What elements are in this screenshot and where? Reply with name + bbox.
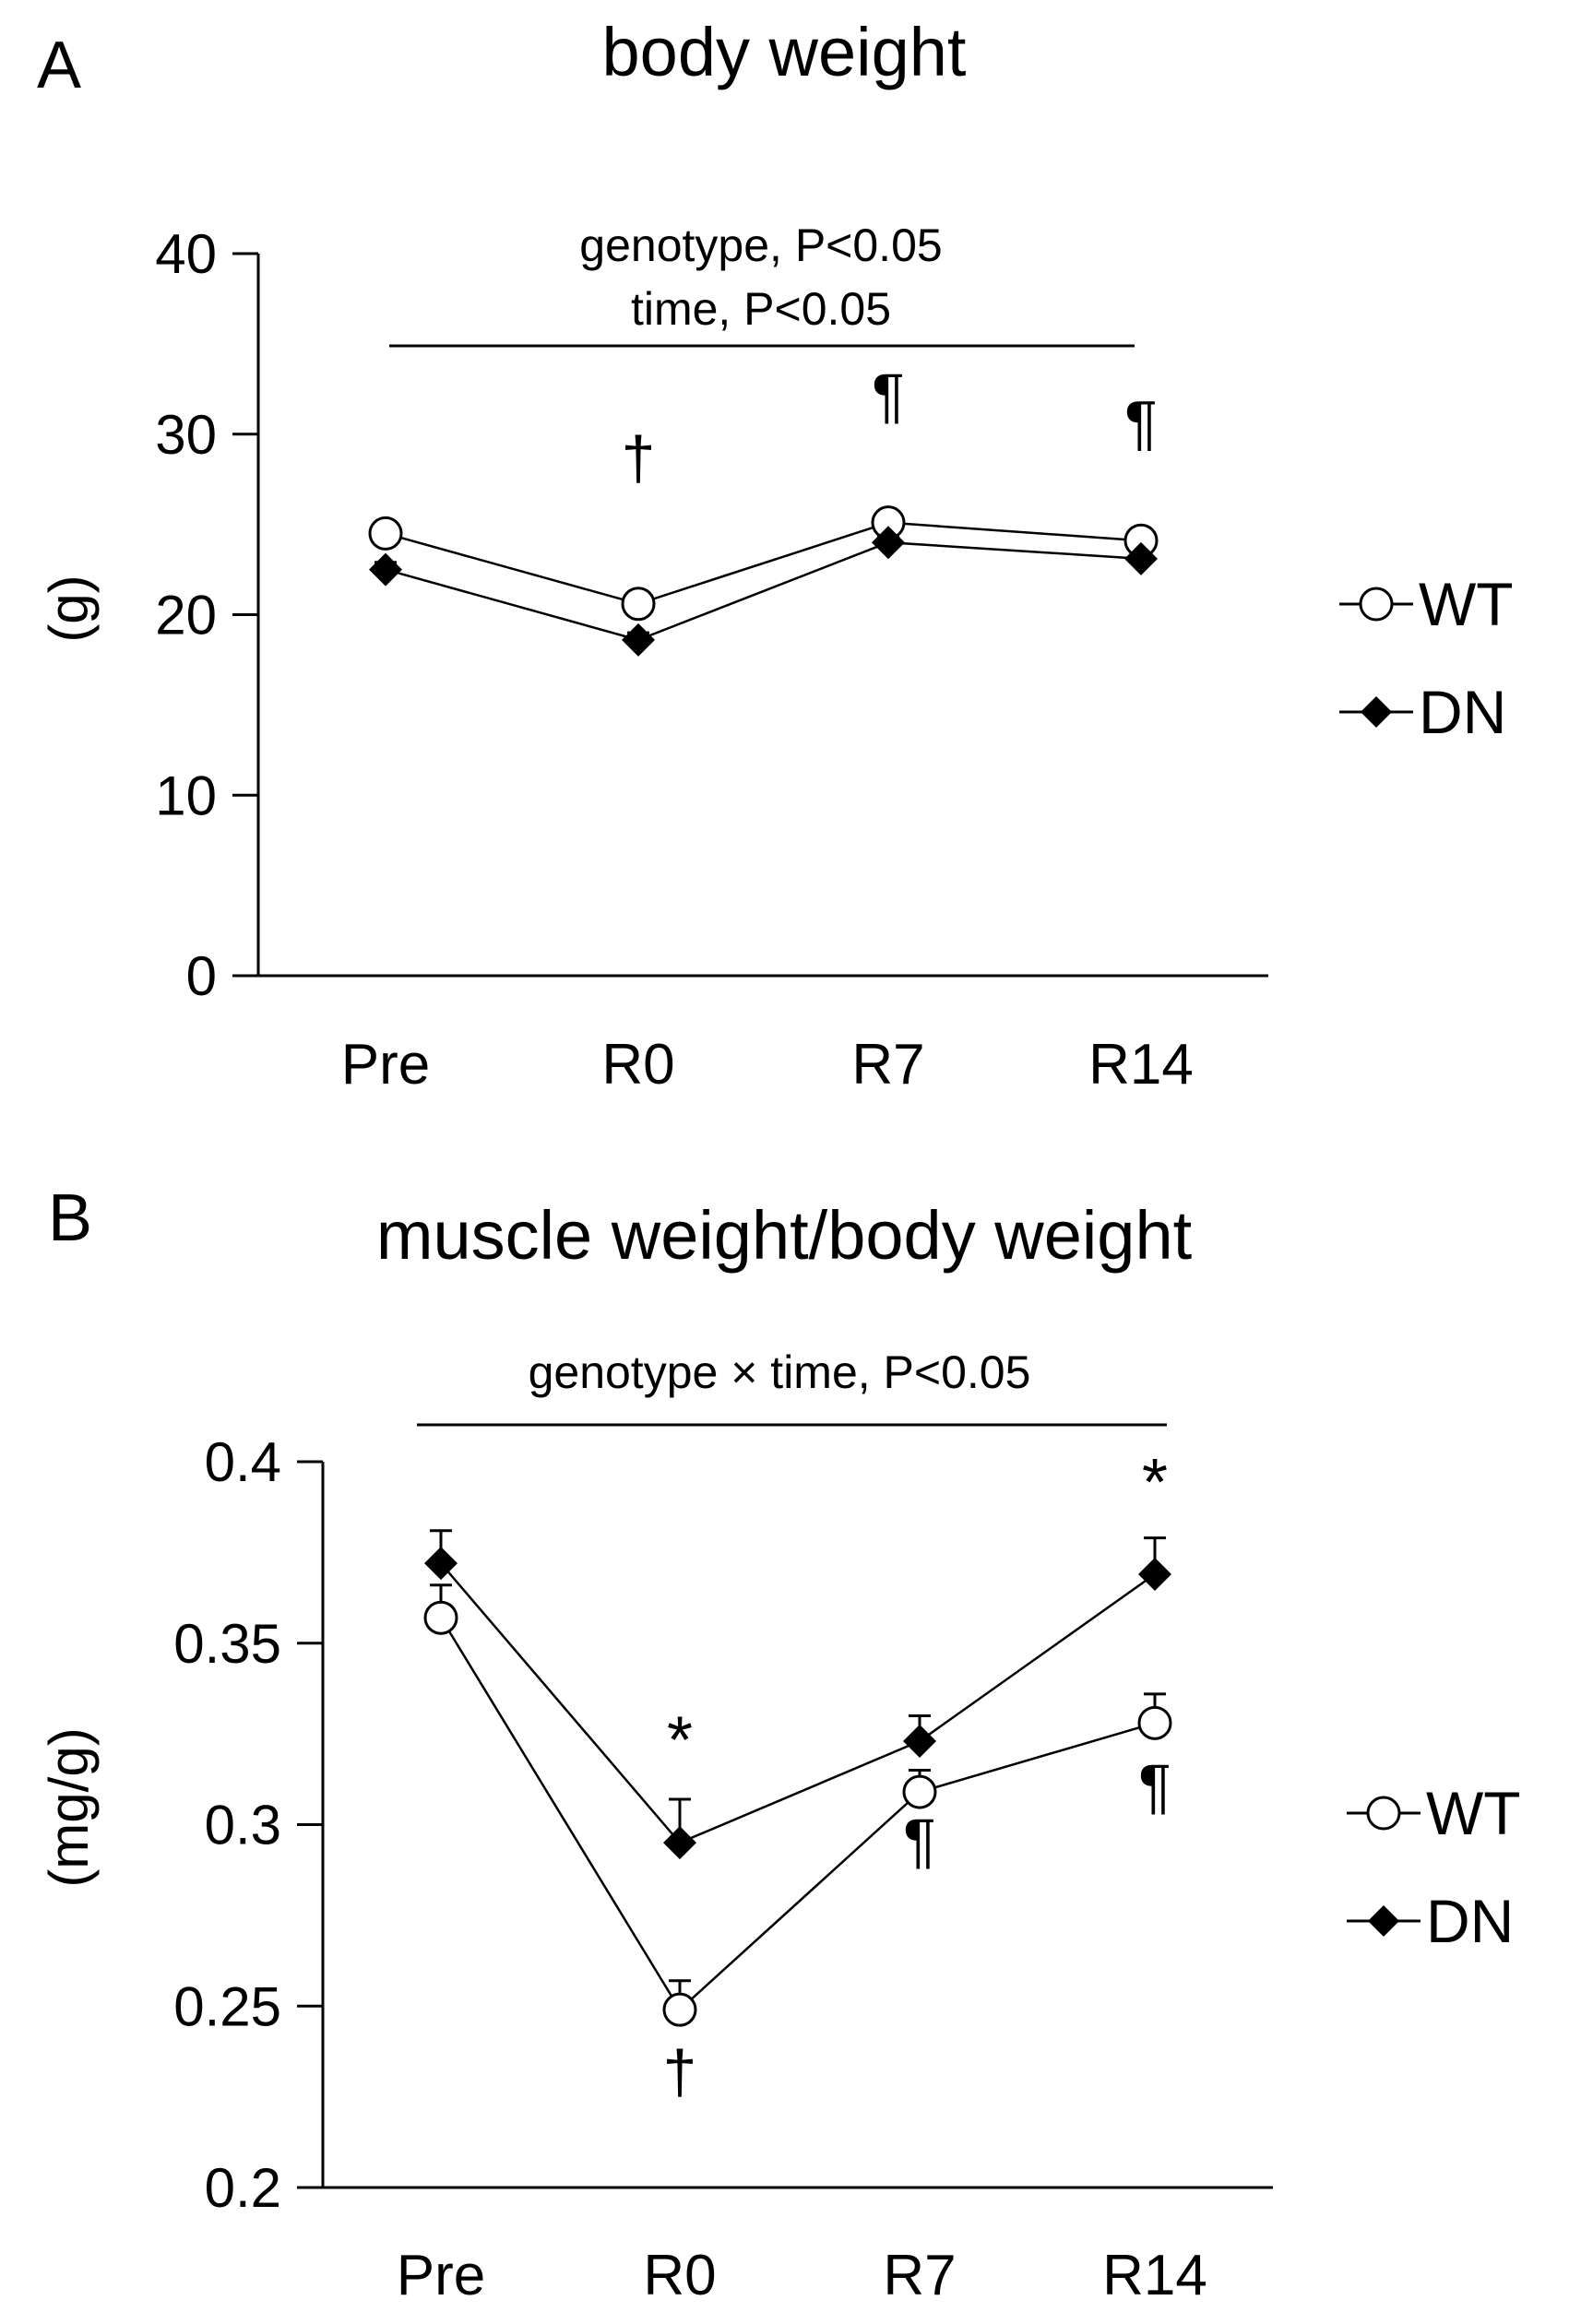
- panel-b-annotation: †: [663, 2038, 697, 2106]
- panel-a-letter: A: [37, 29, 81, 102]
- panel-a-wt-point: [621, 587, 656, 622]
- panel-b-title: muscle weight/body weight: [376, 1197, 1193, 1274]
- panel-a-title: body weight: [602, 14, 967, 90]
- panel-a-dn-point: [622, 622, 655, 657]
- panel-b-annotation: *: [667, 1704, 693, 1778]
- panel-b-annotation: *: [1142, 1446, 1168, 1520]
- panel-b-x-tick-label: R0: [643, 2244, 716, 2307]
- legend-wt-label: WT: [1419, 570, 1514, 638]
- panel-a-dn-point: [369, 552, 402, 587]
- panel-b-wt-point: [423, 1600, 458, 1635]
- panel-b-y-axis-label: (mg/g): [38, 1727, 100, 1887]
- panel-b-wt-point: [662, 1992, 697, 2027]
- panel-a-y-tick-label: 0: [186, 945, 217, 1007]
- legend-dn-marker: [1361, 696, 1392, 728]
- panel-a-wt-point: [368, 516, 403, 551]
- legend-dn-marker: [1368, 1905, 1399, 1937]
- panel-b-wt-series-line: [439, 1617, 1156, 2012]
- panel-b-wt-point: [1137, 1705, 1172, 1740]
- panel-b-y-tick-label: 0.4: [205, 1431, 281, 1493]
- panel-b-wt-point: [902, 1774, 937, 1809]
- panel-a-annotation: ¶: [1124, 388, 1157, 456]
- panel-a-dn-point: [872, 526, 905, 560]
- panel-a-x-tick-label: Pre: [341, 1033, 430, 1097]
- panel-b-y-tick-label: 0.2: [205, 2157, 281, 2219]
- panel-a-y-axis-label: (g): [38, 575, 100, 642]
- panel-a-plot: 0 10 20 30 40 Pre R0 R7 R14 † ¶ ¶: [155, 223, 1268, 1097]
- panel-a-legend: WT DN: [1339, 570, 1514, 746]
- panel-a-y-tick-label: 30: [155, 404, 217, 466]
- panel-b-legend: WT DN: [1347, 1779, 1521, 1955]
- panel-a-x-tick-label: R0: [601, 1033, 674, 1097]
- panel-a-wt-series-line: [385, 521, 1142, 606]
- panel-b-dn-series-line: [440, 1562, 1156, 1844]
- panel-a-annotation: ¶: [872, 361, 904, 429]
- panel-a-y-tick-label: 20: [155, 585, 217, 646]
- panel-a-dn-series-line: [385, 540, 1142, 642]
- panel-b-annotation: ¶: [903, 1806, 935, 1874]
- panel-b-y-tick-label: 0.35: [173, 1613, 281, 1675]
- panel-a-dn-point: [1124, 541, 1158, 575]
- panel-b-x-tick-label: R14: [1102, 2244, 1207, 2307]
- panel-a-x-tick-label: R7: [851, 1033, 924, 1097]
- panel-b-letter: B: [48, 1181, 92, 1255]
- panel-a-stat-1: genotype, P<0.05: [579, 219, 942, 271]
- panel-b-x-tick-label: Pre: [397, 2244, 485, 2307]
- legend-wt-marker: [1359, 587, 1394, 622]
- panel-b-dn-point: [424, 1547, 458, 1581]
- legend-dn-label: DN: [1426, 1887, 1514, 1955]
- legend-wt-label: WT: [1426, 1779, 1521, 1847]
- legend-wt-marker: [1366, 1796, 1401, 1831]
- panel-b-x-tick-label: R7: [883, 2244, 956, 2307]
- panel-b-plot: 0.2 0.25 0.3 0.35 0.4 Pre R0 R7 R14 * † ¶ * ¶: [173, 1423, 1273, 2307]
- panel-b-dn-point: [1138, 1557, 1171, 1591]
- panel-b-y-tick-label: 0.3: [205, 1795, 281, 1856]
- panel-a-stat-2: time, P<0.05: [631, 283, 891, 335]
- panel-a-x-tick-label: R14: [1088, 1033, 1194, 1097]
- panel-b-dn-point: [663, 1826, 696, 1860]
- panel-b-y-tick-label: 0.25: [173, 1975, 281, 2037]
- panel-b-annotation: ¶: [1138, 1751, 1171, 1820]
- panel-a-annotation: †: [622, 424, 656, 492]
- panel-a-y-tick-label: 40: [155, 223, 217, 285]
- panel-b-dn-point: [903, 1724, 936, 1758]
- panel-a-y-tick-label: 10: [155, 765, 217, 826]
- legend-dn-label: DN: [1419, 678, 1506, 746]
- panel-b-stat: genotype × time, P<0.05: [529, 1346, 1031, 1398]
